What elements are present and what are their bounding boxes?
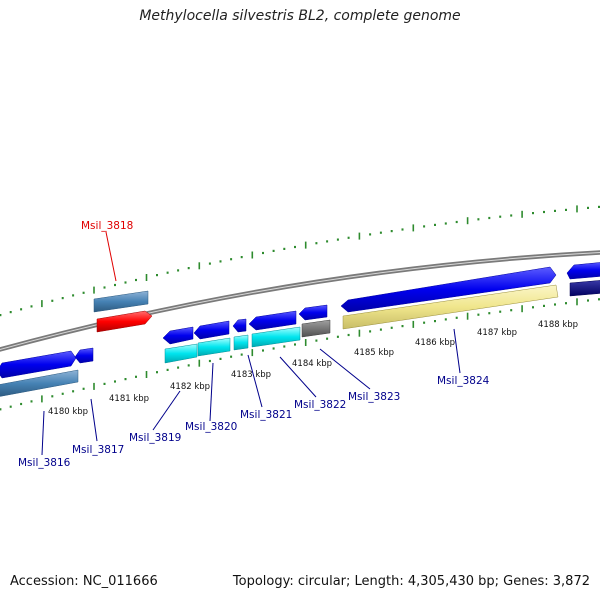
accession-text: Accession: NC_011666	[10, 574, 158, 589]
gene-msil-3825-product[interactable]	[569, 280, 600, 297]
gene-label-msil-3819[interactable]: Msil_3819	[129, 432, 181, 444]
gene-msil-3822-cds[interactable]	[298, 304, 328, 321]
gene-msil-3817-cds[interactable]	[74, 347, 94, 364]
scale-label-4187: 4187 kbp	[477, 328, 517, 338]
leader-msil-3816	[41, 410, 45, 456]
leader-msil-3817	[90, 398, 98, 442]
leader-msil-3820	[209, 362, 214, 422]
leader-msil-3822	[279, 356, 317, 398]
gene-msil-3818-rna[interactable]	[96, 310, 153, 333]
leader-msil-3823	[319, 348, 371, 390]
leader-msil-3824	[453, 328, 461, 374]
gene-msil-3821a-cds[interactable]	[232, 318, 247, 333]
gene-msil-3816-product[interactable]	[0, 369, 79, 397]
gene-msil-3818-cds[interactable]	[93, 290, 149, 313]
gene-label-msil-3823[interactable]: Msil_3823	[348, 391, 400, 403]
gene-msil-3822-product[interactable]	[301, 319, 331, 338]
gene-label-msil-3820[interactable]: Msil_3820	[185, 421, 237, 433]
genome-stats-text: Topology: circular; Length: 4,305,430 bp…	[232, 574, 590, 589]
gene-msil-3821-product[interactable]	[251, 326, 301, 348]
scale-label-4183: 4183 kbp	[231, 370, 271, 380]
gene-label-msil-3816[interactable]: Msil_3816	[18, 457, 71, 469]
gene-label-msil-3821[interactable]: Msil_3821	[240, 409, 292, 421]
scale-label-4188: 4188 kbp	[538, 320, 578, 330]
gene-msil-3824-product[interactable]	[342, 284, 559, 330]
upper-tick-track	[0, 205, 600, 317]
scale-label-4182: 4182 kbp	[170, 382, 210, 392]
genome-backbone-highlight	[0, 252, 600, 350]
scale-label-4180: 4180 kbp	[48, 407, 88, 417]
gene-msil-3824-cds[interactable]	[340, 266, 557, 313]
genome-title: Methylocella silvestris BL2, complete ge…	[139, 8, 461, 24]
leader-msil-3818	[105, 231, 117, 282]
gene-label-msil-3818[interactable]: Msil_3818	[81, 220, 133, 232]
gene-msil-3821a-product[interactable]	[233, 334, 249, 351]
lower-tick-track	[0, 298, 600, 411]
gene-label-msil-3817[interactable]: Msil_3817	[72, 444, 124, 456]
gene-msil-3820-product[interactable]	[197, 337, 231, 357]
gene-label-msil-3824[interactable]: Msil_3824	[437, 375, 490, 387]
scale-label-4185: 4185 kbp	[354, 348, 394, 358]
gene-msil-3819-cds[interactable]	[162, 326, 194, 345]
leader-msil-3821	[247, 354, 263, 408]
gene-msil-3819-product[interactable]	[164, 343, 198, 364]
scale-label-4181: 4181 kbp	[109, 394, 149, 404]
gene-label-msil-3822[interactable]: Msil_3822	[294, 399, 346, 411]
gene-msil-3825-cds[interactable]	[566, 262, 600, 280]
gene-msil-3820-cds[interactable]	[193, 320, 230, 340]
scale-label-4186: 4186 kbp	[415, 338, 455, 348]
gene-msil-3816-cds[interactable]	[0, 350, 77, 379]
scale-label-4184: 4184 kbp	[292, 359, 332, 369]
leader-msil-3819	[152, 390, 181, 431]
gene-msil-3821-cds[interactable]	[248, 310, 297, 331]
